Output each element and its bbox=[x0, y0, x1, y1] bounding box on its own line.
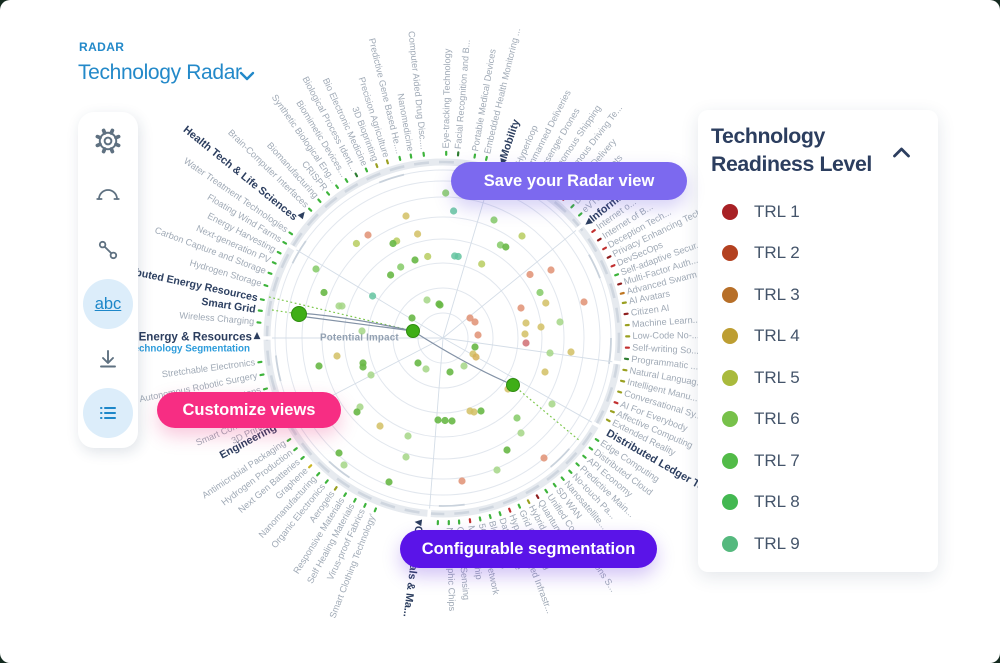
svg-text:Eye-tracking Technology: Eye-tracking Technology bbox=[441, 48, 453, 148]
svg-text:Self-writing So...: Self-writing So... bbox=[632, 342, 699, 355]
svg-text:Energy & Resources: Energy & Resources bbox=[139, 331, 252, 344]
svg-text:Machine Learn...: Machine Learn... bbox=[632, 314, 701, 329]
svg-text:Technology Segmentation: Technology Segmentation bbox=[128, 344, 250, 355]
svg-text:Potential Impact: Potential Impact bbox=[320, 333, 399, 344]
svg-text:Citizen AI: Citizen AI bbox=[630, 303, 670, 318]
svg-text:Facial Recognition and B...: Facial Recognition and B... bbox=[453, 39, 472, 149]
svg-text:Low-Code No-...: Low-Code No-... bbox=[632, 330, 699, 341]
